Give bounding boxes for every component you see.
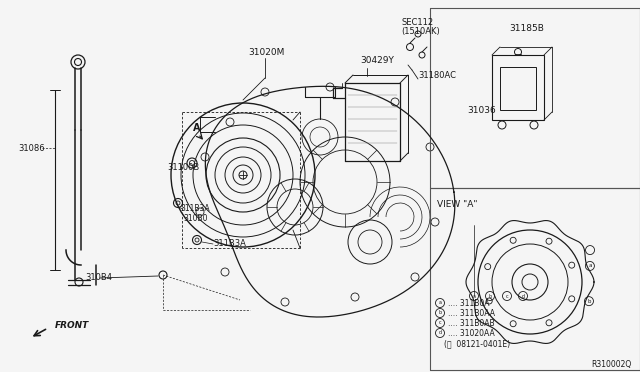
Text: VIEW "A": VIEW "A" <box>437 199 477 208</box>
Text: 31020M: 31020M <box>248 48 284 57</box>
Text: c: c <box>506 294 508 298</box>
Text: c: c <box>438 321 442 326</box>
Text: d: d <box>438 330 442 336</box>
Text: 31100B: 31100B <box>167 163 199 171</box>
Text: .... 31020AA: .... 31020AA <box>448 328 495 337</box>
Text: a: a <box>588 263 591 269</box>
Text: .... 311B0AB: .... 311B0AB <box>448 318 495 327</box>
Text: 311B3A: 311B3A <box>213 240 246 248</box>
Text: A: A <box>193 123 200 133</box>
Text: (1510AK): (1510AK) <box>401 26 440 35</box>
Text: FRONT: FRONT <box>55 321 89 330</box>
Text: a: a <box>472 294 476 298</box>
Text: .... 311B0AA: .... 311B0AA <box>448 308 495 317</box>
Text: (Ⓑ  08121-0401E): (Ⓑ 08121-0401E) <box>444 340 510 349</box>
Bar <box>500 67 536 110</box>
Text: 31180AC: 31180AC <box>418 71 456 80</box>
Bar <box>492 55 544 120</box>
Text: b: b <box>588 299 591 304</box>
Text: SEC112: SEC112 <box>402 17 434 26</box>
Text: b: b <box>438 311 442 315</box>
Text: .... 311B0A: .... 311B0A <box>448 298 490 308</box>
Text: a: a <box>438 301 442 305</box>
Text: R310002Q: R310002Q <box>592 359 632 369</box>
Text: d: d <box>522 294 525 298</box>
Text: 310B0: 310B0 <box>183 214 207 222</box>
Text: 31036: 31036 <box>467 106 496 115</box>
Text: 310B4: 310B4 <box>85 273 112 282</box>
Text: 31086: 31086 <box>18 144 45 153</box>
Text: 311B3A: 311B3A <box>180 203 210 212</box>
Text: b: b <box>488 294 492 298</box>
Text: 31185B: 31185B <box>509 23 544 32</box>
Text: 30429Y: 30429Y <box>360 55 394 64</box>
